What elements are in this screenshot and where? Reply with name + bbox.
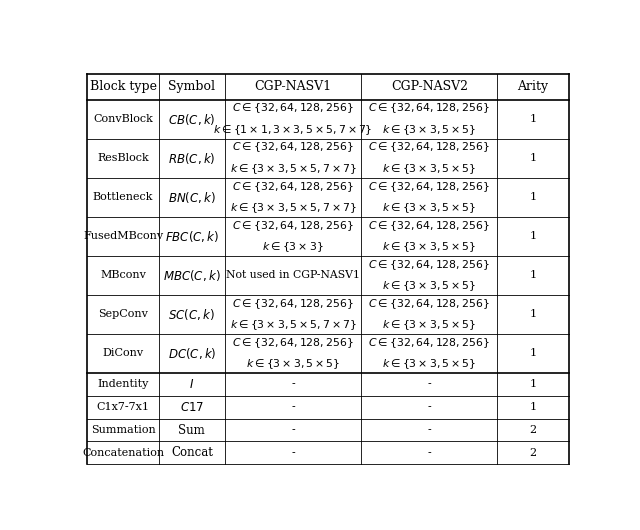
- Text: Block type: Block type: [90, 80, 157, 93]
- Text: Not used in CGP-NASV1: Not used in CGP-NASV1: [226, 270, 360, 280]
- Text: -: -: [291, 425, 295, 435]
- Text: $I$: $I$: [189, 378, 195, 391]
- Text: 1: 1: [529, 379, 536, 390]
- Text: $k \in \{3 \times 3, 5 \times 5\}$: $k \in \{3 \times 3, 5 \times 5\}$: [246, 357, 340, 371]
- Text: 1: 1: [529, 114, 536, 124]
- Text: -: -: [428, 425, 431, 435]
- Text: Indentity: Indentity: [97, 379, 148, 390]
- Text: $C \in \{32, 64, 128, 256\}$: $C \in \{32, 64, 128, 256\}$: [369, 102, 490, 116]
- Text: $C \in \{32, 64, 128, 256\}$: $C \in \{32, 64, 128, 256\}$: [232, 180, 354, 193]
- Text: CGP-NASV2: CGP-NASV2: [391, 80, 468, 93]
- Text: $BN(C,k)$: $BN(C,k)$: [168, 190, 216, 205]
- Text: Sum: Sum: [179, 423, 205, 437]
- Text: -: -: [291, 402, 295, 412]
- Text: $C \in \{32, 64, 128, 256\}$: $C \in \{32, 64, 128, 256\}$: [232, 102, 354, 116]
- Text: $C \in \{32, 64, 128, 256\}$: $C \in \{32, 64, 128, 256\}$: [232, 297, 354, 311]
- Text: -: -: [428, 448, 431, 458]
- Text: $C \in \{32, 64, 128, 256\}$: $C \in \{32, 64, 128, 256\}$: [232, 336, 354, 350]
- Text: $k \in \{3 \times 3, 5 \times 5, 7 \times 7\}$: $k \in \{3 \times 3, 5 \times 5, 7 \time…: [230, 201, 356, 215]
- Text: 1: 1: [529, 270, 536, 280]
- Text: 1: 1: [529, 310, 536, 320]
- Text: $C \in \{32, 64, 128, 256\}$: $C \in \{32, 64, 128, 256\}$: [369, 180, 490, 193]
- Text: $k \in \{3 \times 3, 5 \times 5\}$: $k \in \{3 \times 3, 5 \times 5\}$: [382, 357, 476, 371]
- Text: $k \in \{3 \times 3\}$: $k \in \{3 \times 3\}$: [262, 240, 324, 254]
- Text: Arity: Arity: [517, 80, 548, 93]
- Text: -: -: [291, 379, 295, 390]
- Text: CGP-NASV1: CGP-NASV1: [255, 80, 332, 93]
- Text: $k \in \{3 \times 3, 5 \times 5\}$: $k \in \{3 \times 3, 5 \times 5\}$: [382, 240, 476, 254]
- Text: $C \in \{32, 64, 128, 256\}$: $C \in \{32, 64, 128, 256\}$: [369, 219, 490, 233]
- Text: $C \in \{32, 64, 128, 256\}$: $C \in \{32, 64, 128, 256\}$: [232, 140, 354, 154]
- Text: $k \in \{3 \times 3, 5 \times 5\}$: $k \in \{3 \times 3, 5 \times 5\}$: [382, 318, 476, 332]
- Text: -: -: [428, 379, 431, 390]
- Text: $C \in \{32, 64, 128, 256\}$: $C \in \{32, 64, 128, 256\}$: [369, 336, 490, 350]
- Text: $MBC(C,k)$: $MBC(C,k)$: [163, 268, 221, 283]
- Text: $C \in \{32, 64, 128, 256\}$: $C \in \{32, 64, 128, 256\}$: [369, 297, 490, 311]
- Text: $k \in \{3 \times 3, 5 \times 5\}$: $k \in \{3 \times 3, 5 \times 5\}$: [382, 279, 476, 293]
- Text: $k \in \{3 \times 3, 5 \times 5\}$: $k \in \{3 \times 3, 5 \times 5\}$: [382, 201, 476, 215]
- Text: $k \in \{1 \times 1, 3 \times 3, 5 \times 5, 7 \times 7\}$: $k \in \{1 \times 1, 3 \times 3, 5 \time…: [214, 122, 372, 137]
- Text: Concat: Concat: [171, 446, 212, 460]
- Text: $RB(C,k)$: $RB(C,k)$: [168, 151, 216, 165]
- Text: Summation: Summation: [91, 425, 156, 435]
- Text: 1: 1: [529, 192, 536, 202]
- Text: 2: 2: [529, 425, 536, 435]
- Text: MBconv: MBconv: [100, 270, 146, 280]
- Text: C1x7-7x1: C1x7-7x1: [97, 402, 150, 412]
- Text: 1: 1: [529, 348, 536, 358]
- Text: $C17$: $C17$: [180, 401, 204, 414]
- Text: $k \in \{3 \times 3, 5 \times 5\}$: $k \in \{3 \times 3, 5 \times 5\}$: [382, 122, 476, 137]
- Text: Symbol: Symbol: [168, 80, 215, 93]
- Text: FusedMBconv: FusedMBconv: [83, 231, 163, 241]
- Text: $k \in \{3 \times 3, 5 \times 5, 7 \times 7\}$: $k \in \{3 \times 3, 5 \times 5, 7 \time…: [230, 162, 356, 175]
- Text: $SC(C,k)$: $SC(C,k)$: [168, 307, 215, 322]
- Text: $k \in \{3 \times 3, 5 \times 5, 7 \times 7\}$: $k \in \{3 \times 3, 5 \times 5, 7 \time…: [230, 318, 356, 332]
- Text: DiConv: DiConv: [102, 348, 143, 358]
- Text: ResBlock: ResBlock: [97, 153, 149, 163]
- Text: $C \in \{32, 64, 128, 256\}$: $C \in \{32, 64, 128, 256\}$: [369, 140, 490, 154]
- Text: $CB(C,k)$: $CB(C,k)$: [168, 111, 216, 127]
- Text: ConvBlock: ConvBlock: [93, 114, 153, 124]
- Text: 2: 2: [529, 448, 536, 458]
- Text: $DC(C,k)$: $DC(C,k)$: [168, 346, 216, 361]
- Text: -: -: [291, 448, 295, 458]
- Text: SepConv: SepConv: [98, 310, 148, 320]
- Text: $C \in \{32, 64, 128, 256\}$: $C \in \{32, 64, 128, 256\}$: [232, 219, 354, 233]
- Text: 1: 1: [529, 153, 536, 163]
- Text: 1: 1: [529, 231, 536, 241]
- Text: -: -: [428, 402, 431, 412]
- Text: $C \in \{32, 64, 128, 256\}$: $C \in \{32, 64, 128, 256\}$: [369, 258, 490, 272]
- Text: Concatenation: Concatenation: [82, 448, 164, 458]
- Text: Bottleneck: Bottleneck: [93, 192, 154, 202]
- Text: 1: 1: [529, 402, 536, 412]
- Text: $FBC(C,k)$: $FBC(C,k)$: [164, 229, 219, 244]
- Text: $k \in \{3 \times 3, 5 \times 5\}$: $k \in \{3 \times 3, 5 \times 5\}$: [382, 162, 476, 175]
